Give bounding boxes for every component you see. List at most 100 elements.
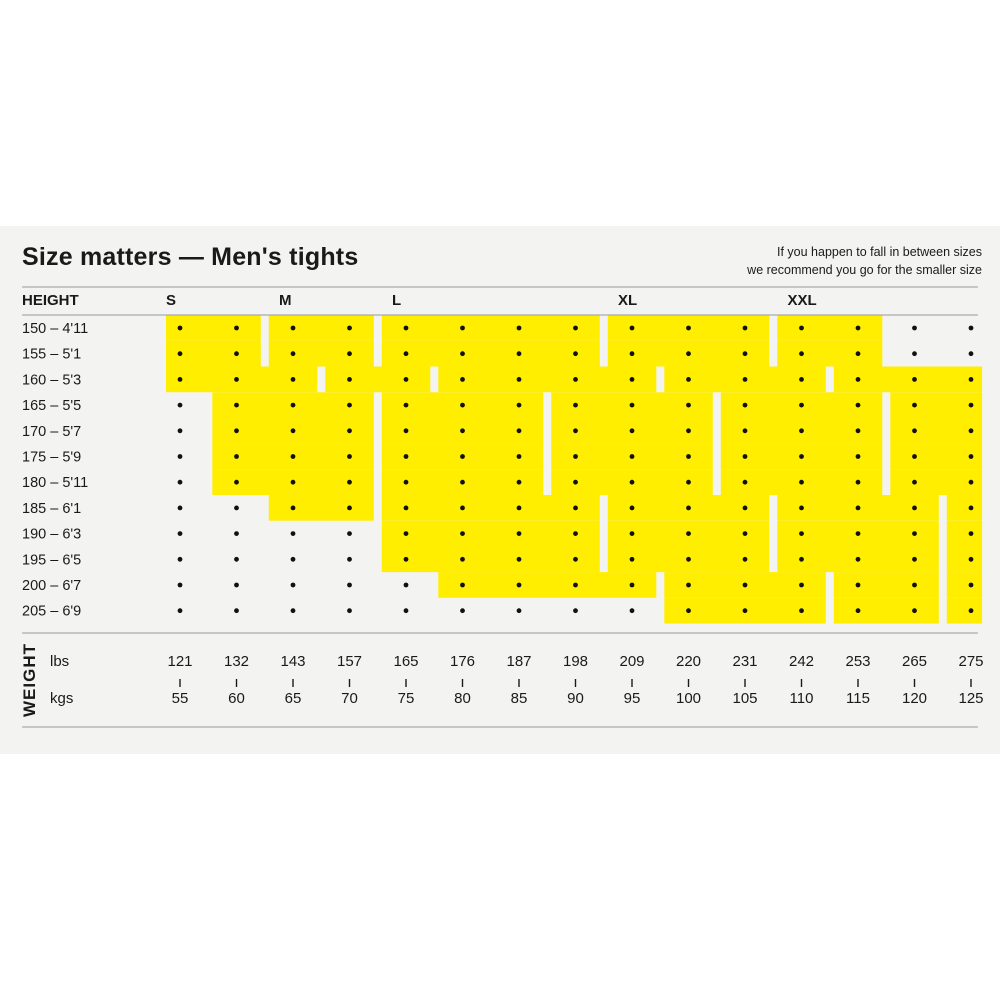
weight-kgs-label: 70 [341, 690, 358, 707]
grid-dot [686, 454, 691, 459]
grid-dot [177, 428, 183, 434]
grid-dot [234, 505, 239, 511]
size-advice-line-2: we recommend you go for the smaller size [747, 263, 982, 277]
grid-dot [686, 402, 691, 408]
grid-dot [686, 351, 691, 357]
weight-kgs-label: 110 [790, 690, 814, 707]
height-label: 185 – 6'1 [22, 501, 81, 517]
grid-dot [347, 556, 352, 562]
grid-dots [177, 325, 974, 614]
size-cell-xxl [890, 392, 983, 418]
grid-dot [686, 531, 691, 536]
grid-dot [855, 531, 861, 536]
grid-dot [290, 556, 296, 562]
grid-dot [234, 454, 239, 459]
size-cell-l [381, 340, 600, 367]
grid-dot [968, 428, 974, 434]
weight-kgs-label: 120 [902, 690, 927, 707]
height-label: 190 – 6'3 [22, 527, 81, 543]
grid-dot [347, 479, 352, 485]
weight-lbs-label: 165 [393, 653, 418, 670]
grid-dot [290, 505, 296, 511]
weight-lbs-label: 253 [845, 653, 870, 670]
size-cell-xxl [946, 597, 983, 624]
grid-dot [516, 582, 522, 588]
grid-dot [912, 454, 917, 459]
grid-dot [799, 428, 804, 434]
weight-lbs-label: 275 [958, 653, 983, 670]
grid-dot [629, 582, 635, 588]
grid-dot [912, 402, 917, 408]
grid-dot [516, 505, 522, 511]
height-label: 180 – 5'11 [22, 475, 88, 491]
grid-dot [403, 608, 409, 614]
grid-dot [968, 582, 974, 588]
grid-dot [855, 479, 861, 485]
size-cell-xxl [777, 340, 883, 367]
size-cell-m [438, 572, 657, 598]
grid-dot [968, 505, 974, 511]
grid-dot [177, 351, 183, 357]
grid-dot [799, 402, 804, 408]
grid-dot [290, 582, 296, 588]
grid-dot [912, 377, 917, 382]
grid-dot [234, 608, 239, 614]
grid-dot [290, 608, 296, 614]
rule-lines [22, 286, 978, 728]
weight-lbs-label: 231 [732, 653, 757, 670]
grid-dot [799, 531, 804, 536]
grid-dot [968, 377, 974, 382]
grid-dot [573, 608, 578, 614]
weight-kgs-label: 100 [676, 690, 701, 707]
size-advice-line-1: If you happen to fall in between sizes [777, 245, 982, 259]
size-label-m: M [279, 292, 292, 309]
grid-dot [234, 325, 239, 331]
grid-dot [968, 479, 974, 485]
unit-lbs-label: lbs [50, 653, 69, 670]
grid-dot [460, 505, 465, 511]
grid-dot [403, 582, 409, 588]
grid-dot [799, 377, 804, 382]
grid-dot [742, 377, 748, 382]
grid-dot [968, 531, 974, 536]
grid-dot [177, 325, 183, 331]
grid-dot [686, 325, 691, 331]
grid-dot [290, 351, 296, 357]
grid-dot [968, 556, 974, 562]
grid-dot [234, 428, 239, 434]
weight-kgs-label: 95 [624, 690, 641, 707]
grid-dot [742, 325, 748, 331]
grid-dot [347, 377, 352, 382]
grid-dot [855, 505, 861, 511]
grid-dot [460, 556, 465, 562]
size-cell-m [381, 495, 600, 521]
grid-dot [968, 325, 974, 331]
grid-dot [177, 377, 183, 382]
height-label: 155 – 5'1 [22, 347, 81, 363]
weight-kgs-label: 90 [567, 690, 584, 707]
highlight-cells [166, 315, 983, 624]
height-label: 165 – 5'5 [22, 398, 81, 414]
grid-dot [403, 479, 409, 485]
grid-dot [403, 325, 409, 331]
grid-dot [912, 505, 917, 511]
grid-dot [177, 582, 183, 588]
grid-dot [460, 454, 465, 459]
height-label: 205 – 6'9 [22, 604, 81, 620]
weight-lbs-label: 220 [676, 653, 701, 670]
size-cell-xxl [946, 572, 983, 598]
grid-dot [855, 428, 861, 434]
grid-dot [855, 582, 861, 588]
grid-dot [742, 402, 748, 408]
size-cell-m [268, 315, 374, 341]
grid-dot [573, 582, 578, 588]
grid-dot [516, 428, 522, 434]
grid-dot [290, 479, 296, 485]
grid-dot [686, 428, 691, 434]
grid-dot [573, 531, 578, 536]
grid-dot [403, 556, 409, 562]
weight-lbs-label: 121 [167, 653, 192, 670]
grid-dot [855, 402, 861, 408]
grid-dot [347, 608, 352, 614]
size-label-s: S [166, 292, 176, 309]
